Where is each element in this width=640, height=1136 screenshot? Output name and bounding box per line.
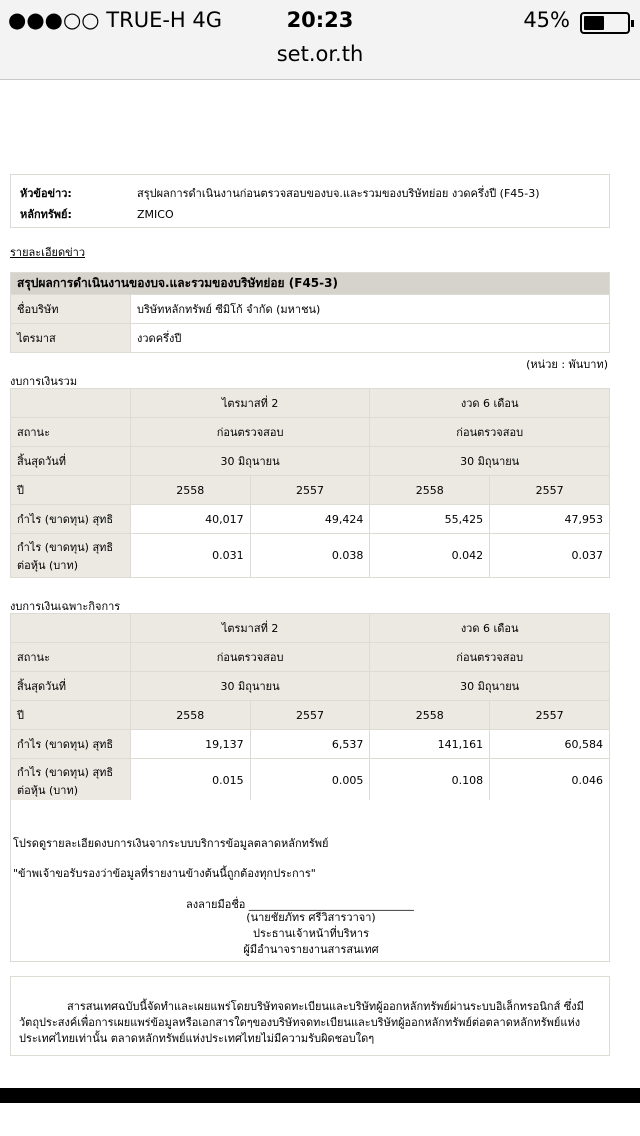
table-cell: ก่อนตรวจสอบ bbox=[369, 642, 610, 672]
table-cell: 0.005 bbox=[249, 758, 371, 803]
battery-icon bbox=[580, 12, 634, 34]
table-cell: 2558 bbox=[129, 700, 251, 730]
table-row: กำไร (ขาดทุน) สุทธิต่อหุ้น (บาท) 0.031 0.0… bbox=[10, 533, 610, 578]
row-label: สถานะ bbox=[10, 417, 131, 447]
header-blank bbox=[10, 613, 131, 643]
table-cell: 47,953 bbox=[489, 504, 610, 534]
table-cell: 0.042 bbox=[369, 533, 491, 578]
table-cell: 2557 bbox=[249, 475, 371, 505]
table-row: สถานะ ก่อนตรวจสอบ ก่อนตรวจสอบ bbox=[10, 417, 610, 447]
subject: สรุปผลการดำเนินงานก่อนตรวจสอบของบจ.และรว… bbox=[137, 187, 540, 200]
table-row: กำไร (ขาดทุน) สุทธิ 40,017 49,424 55,425 47,… bbox=[10, 504, 610, 534]
summary-title: สรุปผลการดำเนินงานของบจ.และรวมของบริษัทย… bbox=[10, 272, 610, 295]
certify: "ข้าพเจ้าขอรับรองว่าข้อมูลที่รายงานข้างต… bbox=[13, 867, 316, 880]
signature-box: โปรดดูรายละเอียดงบการเงินจากระบบบริการข้… bbox=[10, 800, 610, 962]
row-label: สิ้นสุดวันที่ bbox=[10, 671, 131, 701]
row-label: กำไร (ขาดทุน) สุทธิ bbox=[10, 729, 131, 759]
table-cell: 6,537 bbox=[249, 729, 371, 759]
carrier: ●●●○○ TRUE-H 4G bbox=[8, 8, 223, 32]
column-group-header: ไตรมาสที่ 2 bbox=[129, 388, 371, 418]
table-cell: 0.046 bbox=[489, 758, 610, 803]
financial-table: ไตรมาสที่ 2 งวด 6 เดือน สถานะ ก่อนตรวจสอบ ก่… bbox=[10, 388, 610, 578]
bottom-toolbar bbox=[0, 1088, 640, 1103]
table-cell: 0.015 bbox=[129, 758, 251, 803]
table-cell: 30 มิถุนายน bbox=[129, 446, 371, 476]
row-label: ปี bbox=[10, 475, 131, 505]
table-cell: 2557 bbox=[249, 700, 371, 730]
column-group-header: ไตรมาสที่ 2 bbox=[129, 613, 371, 643]
company-label: ชื่อบริษัท bbox=[10, 294, 131, 324]
section-title: งบการเงินเฉพาะกิจการ bbox=[10, 600, 121, 613]
table-cell: 2557 bbox=[489, 700, 610, 730]
table-cell: ก่อนตรวจสอบ bbox=[129, 417, 371, 447]
table-cell: 141,161 bbox=[369, 729, 491, 759]
table-cell: 0.108 bbox=[369, 758, 491, 803]
signer-name: (นายชัยภัทร ศรีวิสารวาจา) bbox=[246, 911, 376, 924]
table-row: ปี 2558 2557 2558 2557 bbox=[10, 700, 610, 730]
table-row: กำไร (ขาดทุน) สุทธิต่อหุ้น (บาท) 0.015 0.0… bbox=[10, 758, 610, 803]
address-bar[interactable]: set.or.th bbox=[276, 42, 364, 66]
status-bar: ●●●○○ TRUE-H 4G 20:23 45% set.or.th bbox=[0, 0, 640, 80]
table-cell: 55,425 bbox=[369, 504, 491, 534]
table-cell: 0.038 bbox=[249, 533, 371, 578]
details-link[interactable]: รายละเอียดข่าว bbox=[10, 246, 86, 259]
signer-role: ผู้มีอำนาจรายงานสารสนเทศ bbox=[243, 943, 379, 956]
table-cell: 49,424 bbox=[249, 504, 371, 534]
header-blank bbox=[10, 388, 131, 418]
financial-table: ไตรมาสที่ 2 งวด 6 เดือน สถานะ ก่อนตรวจสอบ ก่… bbox=[10, 613, 610, 803]
row-label: กำไร (ขาดทุน) สุทธิต่อหุ้น (บาท) bbox=[10, 533, 131, 578]
row-label: ปี bbox=[10, 700, 131, 730]
table-cell: 30 มิถุนายน bbox=[369, 446, 610, 476]
security-label: หลักทรัพย์: bbox=[20, 208, 72, 221]
period-label: ไตรมาส bbox=[10, 323, 131, 353]
unit-note: (หน่วย : พันบาท) bbox=[526, 358, 608, 371]
table-cell: 0.031 bbox=[129, 533, 251, 578]
table-cell: 40,017 bbox=[129, 504, 251, 534]
disclaimer-text: สารสนเทศฉบับนี้จัดทำและเผยแพร่โดยบริษัทจ… bbox=[19, 1000, 584, 1045]
section-title: งบการเงินรวม bbox=[10, 375, 78, 388]
table-cell: 2558 bbox=[369, 475, 491, 505]
battery-percent: 45% bbox=[523, 8, 570, 32]
security: ZMICO bbox=[137, 208, 174, 221]
table-cell: 2557 bbox=[489, 475, 610, 505]
row-label: กำไร (ขาดทุน) สุทธิ bbox=[10, 504, 131, 534]
table-cell: 2558 bbox=[369, 700, 491, 730]
note: โปรดดูรายละเอียดงบการเงินจากระบบบริการข้… bbox=[13, 837, 329, 850]
column-group-header: งวด 6 เดือน bbox=[369, 613, 610, 643]
column-group-header: งวด 6 เดือน bbox=[369, 388, 610, 418]
table-cell: 0.037 bbox=[489, 533, 610, 578]
row-label: สถานะ bbox=[10, 642, 131, 672]
table-cell: ก่อนตรวจสอบ bbox=[129, 642, 371, 672]
table-cell: 2558 bbox=[129, 475, 251, 505]
news-header: หัวข้อข่าว: สรุปผลการดำเนินงานก่อนตรวจสอบ… bbox=[10, 174, 610, 228]
table-cell: 30 มิถุนายน bbox=[369, 671, 610, 701]
table-row: ปี 2558 2557 2558 2557 bbox=[10, 475, 610, 505]
table-cell: 30 มิถุนายน bbox=[129, 671, 371, 701]
disclaimer: สารสนเทศฉบับนี้จัดทำและเผยแพร่โดยบริษัทจ… bbox=[10, 976, 610, 1056]
period: งวดครึ่งปี bbox=[130, 323, 610, 353]
company-name: บริษัทหลักทรัพย์ ซีมิโก้ จำกัด (มหาชน) bbox=[130, 294, 610, 324]
table-row: กำไร (ขาดทุน) สุทธิ 19,137 6,537 141,161 60,… bbox=[10, 729, 610, 759]
row-label: กำไร (ขาดทุน) สุทธิต่อหุ้น (บาท) bbox=[10, 758, 131, 803]
summary-table: สรุปผลการดำเนินงานของบจ.และรวมของบริษัทย… bbox=[10, 272, 610, 353]
table-row: สิ้นสุดวันที่ 30 มิถุนายน 30 มิถุนายน bbox=[10, 446, 610, 476]
clock: 20:23 bbox=[286, 8, 354, 32]
subject-label: หัวข้อข่าว: bbox=[20, 187, 72, 200]
table-row: สถานะ ก่อนตรวจสอบ ก่อนตรวจสอบ bbox=[10, 642, 610, 672]
table-cell: 19,137 bbox=[129, 729, 251, 759]
table-cell: ก่อนตรวจสอบ bbox=[369, 417, 610, 447]
row-label: สิ้นสุดวันที่ bbox=[10, 446, 131, 476]
signer-position: ประธานเจ้าหน้าที่บริหาร bbox=[252, 927, 369, 940]
signature-line: ลงลายมือชื่อ ___________________________… bbox=[186, 898, 414, 911]
table-cell: 60,584 bbox=[489, 729, 610, 759]
table-row: สิ้นสุดวันที่ 30 มิถุนายน 30 มิถุนายน bbox=[10, 671, 610, 701]
